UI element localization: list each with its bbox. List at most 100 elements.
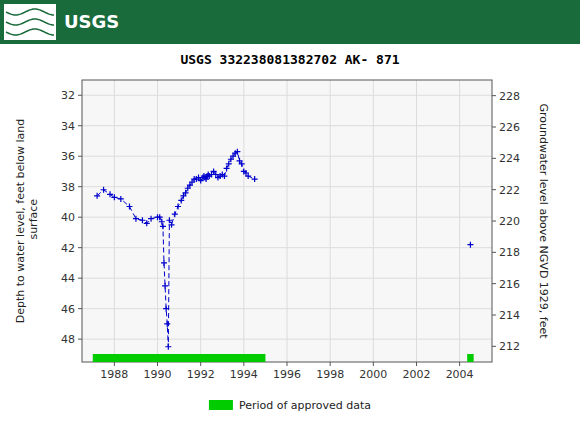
data-point xyxy=(144,220,150,226)
legend-swatch xyxy=(209,400,233,410)
grid-line-x xyxy=(157,80,158,362)
data-point xyxy=(172,211,178,217)
logo-wave xyxy=(6,19,54,25)
tick-y2 xyxy=(492,315,496,316)
tick-x xyxy=(157,362,158,366)
data-point xyxy=(159,219,165,225)
data-point xyxy=(163,306,169,312)
tick-label-y: 34 xyxy=(61,120,75,133)
data-point xyxy=(111,194,117,200)
tick-label-x: 2000 xyxy=(359,368,387,381)
tick-label-x: 1994 xyxy=(230,368,258,381)
data-point xyxy=(164,321,170,327)
data-point xyxy=(245,173,251,179)
tick-label-y: 44 xyxy=(61,272,75,285)
tick-x xyxy=(114,362,115,366)
plot-background xyxy=(82,80,492,362)
data-point xyxy=(126,204,132,210)
grid-line-x xyxy=(200,80,201,362)
data xyxy=(93,149,474,362)
y-axis-label: Depth to water level, feet below land su… xyxy=(14,119,40,324)
data-point xyxy=(221,173,227,179)
tick-label-y2: 222 xyxy=(499,184,520,197)
data-point xyxy=(94,193,100,199)
logo-box xyxy=(4,4,56,40)
grid-line-x xyxy=(416,80,417,362)
data-point xyxy=(162,283,168,289)
tick-x xyxy=(459,362,460,366)
chart: USGS USGS 332238081382702 AK- 871 1988 1990… xyxy=(0,0,580,430)
data-point xyxy=(133,216,139,222)
tick-y2 xyxy=(492,189,496,190)
data-point xyxy=(107,191,113,197)
tick-y xyxy=(78,308,82,309)
tick-label-y2: 212 xyxy=(499,340,520,353)
y2-axis-label: Groundwater level above NGVD 1929, feet xyxy=(537,103,550,339)
tick-label-y2: 220 xyxy=(499,215,520,228)
tick-label-x: 1992 xyxy=(187,368,215,381)
tick-y2 xyxy=(492,158,496,159)
grid xyxy=(82,80,492,362)
data-point xyxy=(234,149,240,155)
tick-x xyxy=(243,362,244,366)
header-bar xyxy=(0,0,580,44)
axes: 1988 1990 1992 1994 1996 1998 2000 2002 2004 32 34… xyxy=(61,89,520,381)
approved-period-bar xyxy=(93,354,266,362)
tick-label-y: 42 xyxy=(61,242,75,255)
grid-line-y xyxy=(82,156,492,157)
grid-line-y xyxy=(82,95,492,96)
tick-x xyxy=(287,362,288,366)
data-point xyxy=(160,223,166,229)
tick-y xyxy=(78,247,82,248)
tick-y2 xyxy=(492,221,496,222)
data-point xyxy=(239,161,245,167)
tick-label-x: 1988 xyxy=(100,368,128,381)
y-axis-label-line: surface xyxy=(27,199,40,243)
tick-label-y2: 214 xyxy=(499,309,520,322)
logo-wave xyxy=(6,9,54,15)
header-text: USGS xyxy=(64,11,119,32)
tick-label-x: 1998 xyxy=(316,368,344,381)
tick-y2 xyxy=(492,283,496,284)
tick-x xyxy=(330,362,331,366)
data-point xyxy=(118,196,124,202)
grid-line-x xyxy=(459,80,460,362)
tick-y xyxy=(78,186,82,187)
title: USGS 332238081382702 AK- 871 xyxy=(180,52,399,67)
tick-label-x: 2002 xyxy=(402,368,430,381)
tick-y2 xyxy=(492,127,496,128)
tick-y xyxy=(78,278,82,279)
tick-label-y: 32 xyxy=(61,89,75,102)
tick-label-y: 46 xyxy=(61,303,75,316)
tick-y xyxy=(78,95,82,96)
tick-label-y2: 218 xyxy=(499,246,520,259)
data-point xyxy=(175,204,181,210)
data-point xyxy=(139,217,145,223)
data-point xyxy=(467,242,473,248)
tick-label-y: 40 xyxy=(61,211,75,224)
grid-line-y xyxy=(82,125,492,126)
grid-line-x xyxy=(330,80,331,362)
tick-x xyxy=(200,362,201,366)
data-point xyxy=(252,176,258,182)
grid-line-y xyxy=(82,247,492,248)
grid-line-y xyxy=(82,308,492,309)
y-axis-label-line: Depth to water level, feet below land xyxy=(14,119,27,324)
tick-y2 xyxy=(492,252,496,253)
legend: Period of approved data xyxy=(209,399,371,412)
tick-x xyxy=(416,362,417,366)
tick-x xyxy=(373,362,374,366)
tick-label-x: 1996 xyxy=(273,368,301,381)
grid-line-y xyxy=(82,217,492,218)
tick-label-y2: 228 xyxy=(499,90,520,103)
tick-y2 xyxy=(492,95,496,96)
legend-label: Period of approved data xyxy=(239,399,371,412)
data-point xyxy=(148,216,154,222)
grid-line-y xyxy=(82,186,492,187)
tick-label-x: 2004 xyxy=(446,368,474,381)
data-point xyxy=(161,260,167,266)
tick-label-y2: 226 xyxy=(499,121,520,134)
tick-label-x: 1990 xyxy=(144,368,172,381)
grid-line-y xyxy=(82,278,492,279)
logo-wave xyxy=(6,29,54,35)
